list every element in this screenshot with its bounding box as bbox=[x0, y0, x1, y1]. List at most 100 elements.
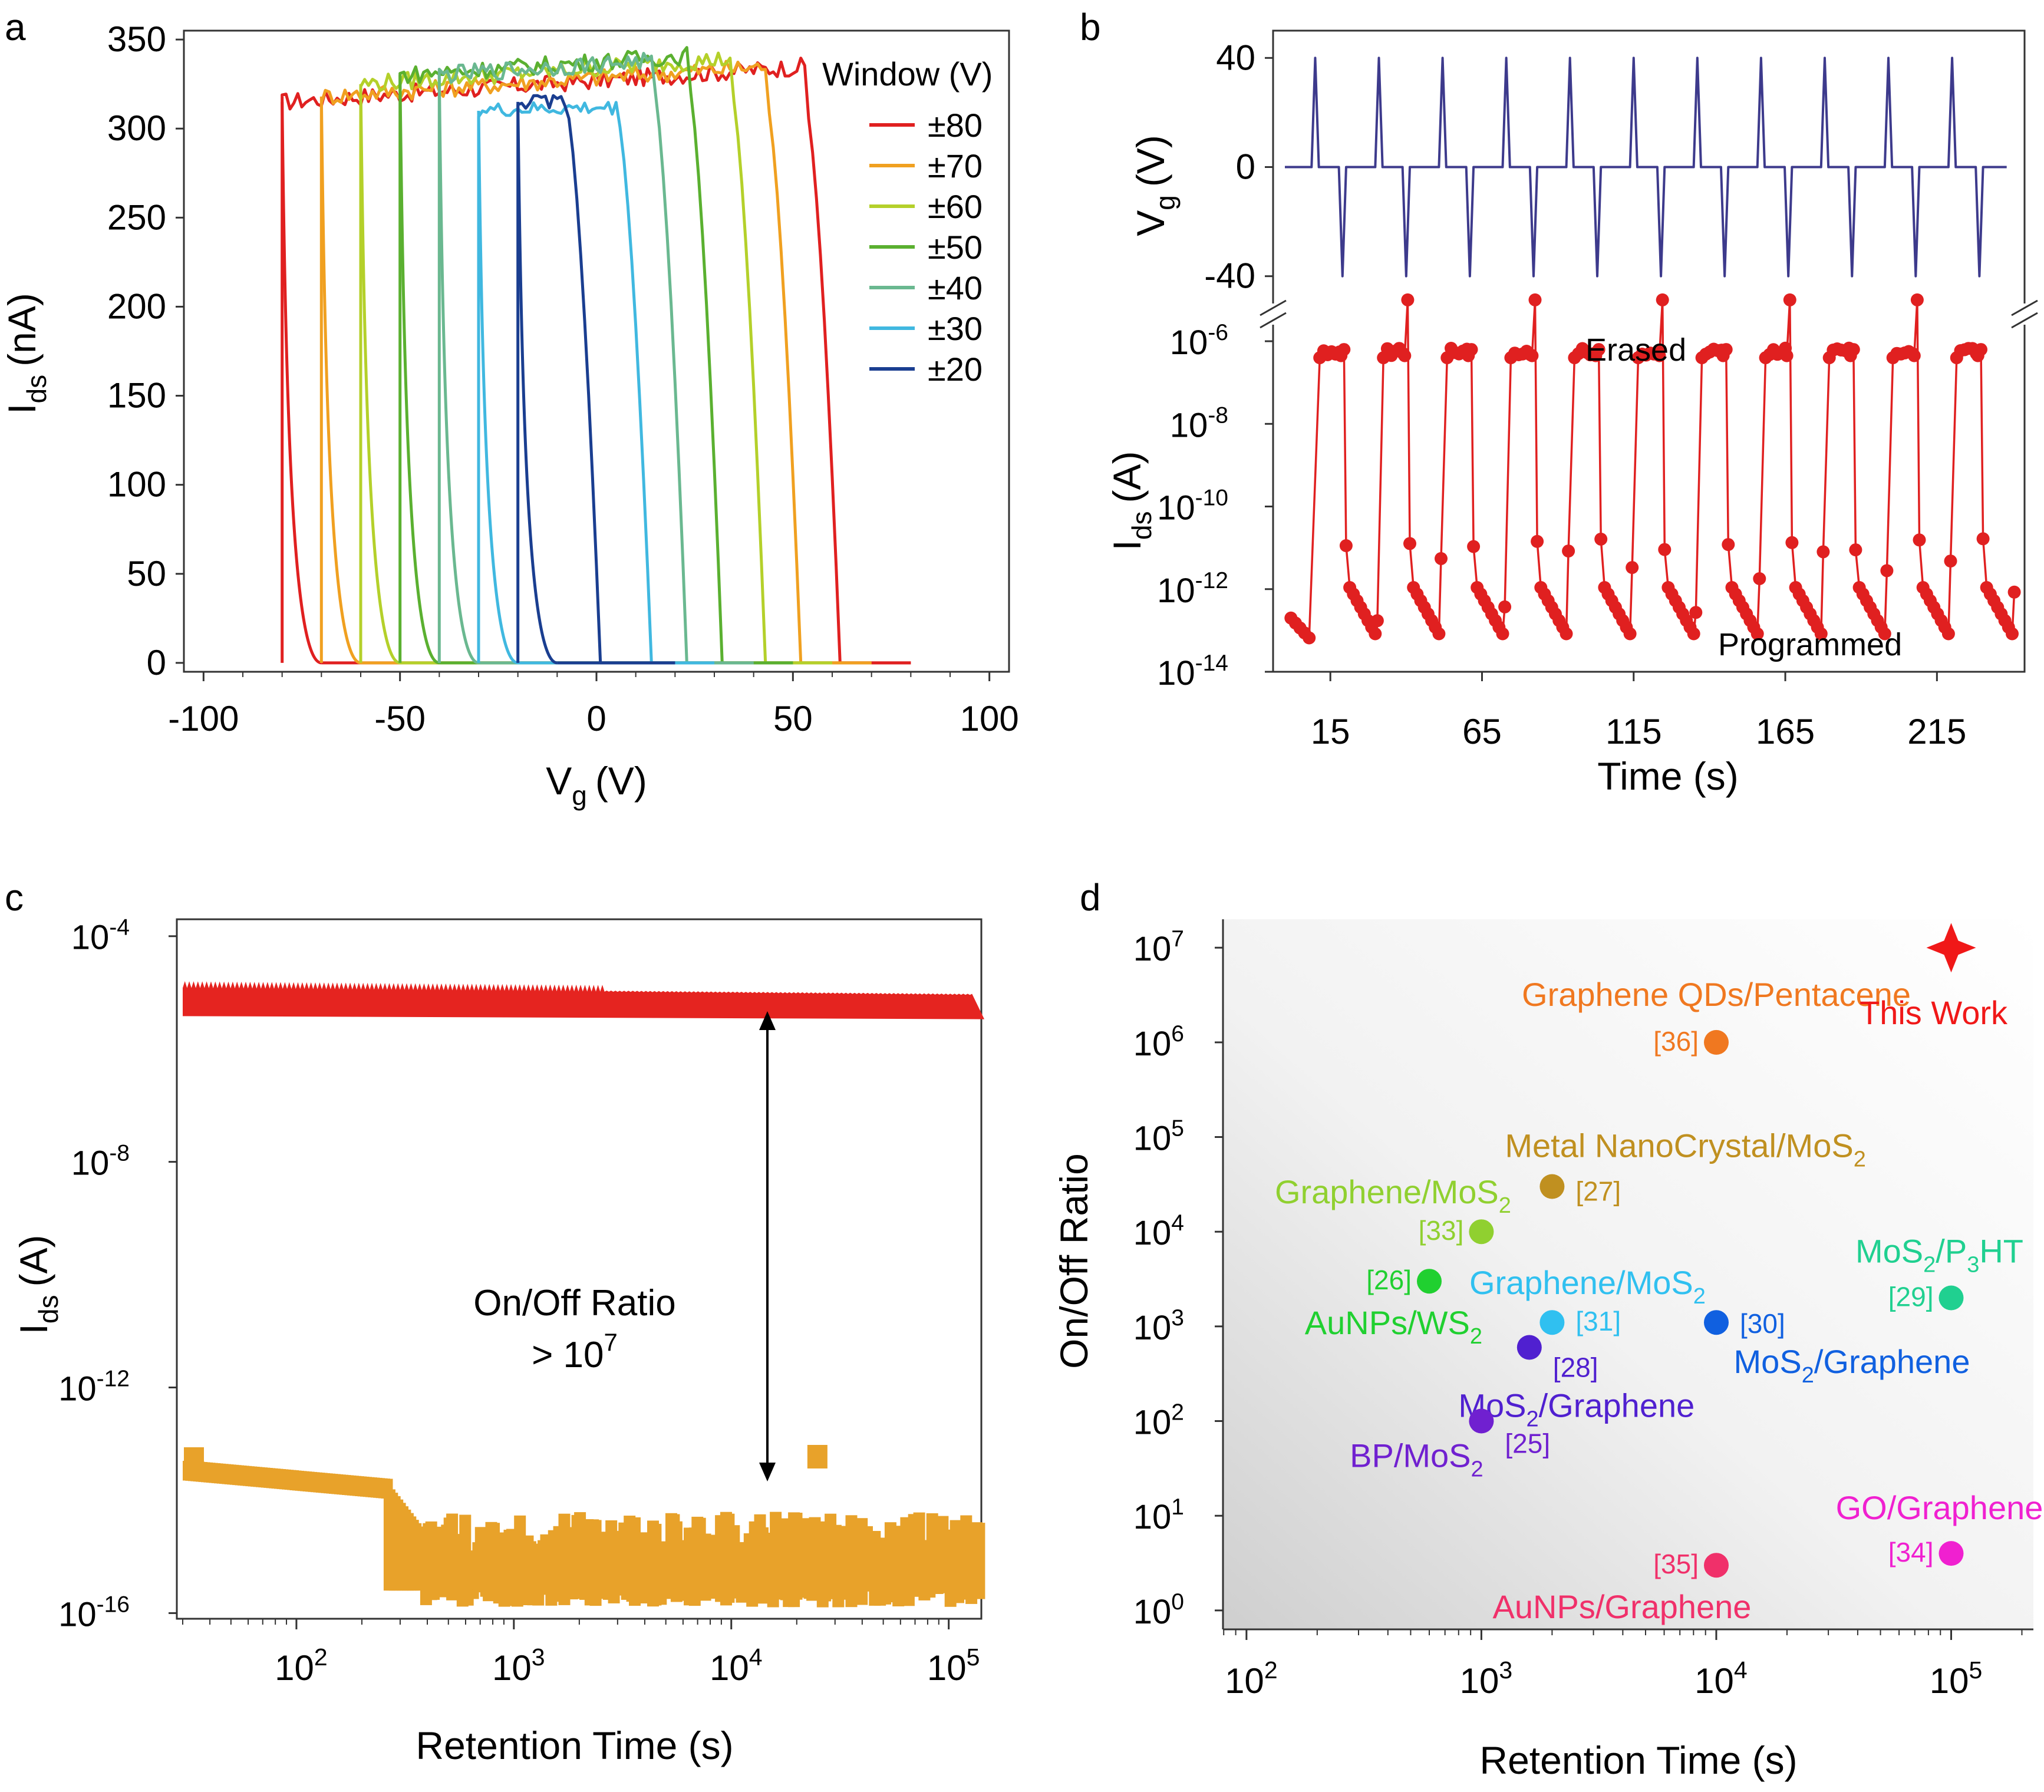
chart-b-ids-point bbox=[1653, 349, 1666, 362]
chart-b-ids-point bbox=[1303, 631, 1316, 645]
chart-b-top-ytick-label: 0 bbox=[1236, 147, 1255, 187]
chart-d-point-label: This Work bbox=[1860, 994, 2008, 1031]
chart-b-bottom-ytick-label: 10-12 bbox=[1157, 568, 1228, 610]
chart-c-series bbox=[183, 981, 985, 1608]
chart-d-point-label: Graphene QDs/Pentacene bbox=[1522, 976, 1911, 1013]
chart-d-xtick-label: 102 bbox=[1225, 1656, 1278, 1701]
chart-b-ids-point bbox=[1626, 561, 1639, 575]
chart-a-legend-label: ±50 bbox=[928, 229, 983, 266]
chart-b-ids-point bbox=[1719, 343, 1733, 357]
chart-c-off-state-marker bbox=[184, 1447, 204, 1468]
chart-d-point-ref: [33] bbox=[1419, 1215, 1464, 1246]
panel-label-b: b bbox=[1080, 6, 1101, 48]
chart-d-ytick-label: 103 bbox=[1133, 1305, 1184, 1347]
chart-c-xticks: 102 103 104 105 bbox=[182, 1619, 980, 1688]
chart-b-ids-point bbox=[1370, 614, 1384, 628]
chart-b-ids-point bbox=[1560, 627, 1573, 641]
chart-d-point bbox=[1539, 1174, 1565, 1199]
chart-b-ids-point bbox=[1525, 349, 1539, 362]
chart-d-point-ref: [36] bbox=[1653, 1026, 1699, 1057]
chart-b-ids-point bbox=[1562, 544, 1575, 558]
chart-c-ytick-label: 10-12 bbox=[58, 1367, 130, 1408]
chart-d-yticks: 100 101 102 103 104 105 106 107 bbox=[1133, 926, 1223, 1631]
chart-a-ytick-label: 350 bbox=[107, 19, 166, 59]
chart-c-ratio-arrowhead-bottom bbox=[759, 1463, 776, 1481]
chart-d-ytick-label: 102 bbox=[1133, 1400, 1184, 1442]
chart-a-xtick-label: -50 bbox=[374, 699, 426, 738]
chart-a-xticks: -100 -50 0 50 100 bbox=[168, 672, 1019, 738]
chart-a-series-rise-20 bbox=[516, 101, 558, 665]
chart-d-xlabel: Retention Time (s) bbox=[1479, 1738, 1797, 1782]
chart-d-ylabel: On/Off Ratio bbox=[1052, 1153, 1096, 1369]
chart-b-ids-point bbox=[1753, 572, 1766, 585]
chart-a-ytick-label: 50 bbox=[127, 554, 166, 593]
chart-b-ids-point bbox=[1816, 545, 1830, 559]
chart-d-point-label: MoS2/P3HT bbox=[1855, 1233, 2023, 1278]
chart-d-point bbox=[1417, 1269, 1442, 1294]
chart-a-ytick-label: 300 bbox=[107, 108, 166, 148]
chart-d-point bbox=[1704, 1553, 1729, 1578]
chart-a-ytick-label: 0 bbox=[147, 643, 166, 682]
chart-d-ytick-label: 104 bbox=[1133, 1210, 1184, 1252]
chart-b-bottom-ytick-label: 10-14 bbox=[1157, 651, 1228, 692]
chart-d-xtick-label: 104 bbox=[1694, 1656, 1748, 1701]
chart-d-point-ref: [35] bbox=[1653, 1549, 1699, 1579]
chart-b-drain-current bbox=[1284, 293, 2021, 645]
chart-b-annotation-erased: Erased bbox=[1585, 332, 1686, 368]
chart-d-xticks: 102 103 104 105 bbox=[1223, 1629, 2023, 1701]
chart-b-ids-point bbox=[1976, 532, 1990, 546]
chart-b: 40 0 -40 10-6 10-8 10-10 10-12 10-14 15 65 115 165… bbox=[1105, 29, 2039, 798]
chart-c-off-state-marker bbox=[807, 1445, 828, 1468]
chart-b-ids-point bbox=[1878, 627, 1891, 641]
chart-b-ids-point bbox=[1531, 534, 1544, 548]
chart-b-ids-point bbox=[1623, 627, 1637, 641]
chart-b-ids-point bbox=[1467, 540, 1481, 553]
chart-a-series-30 bbox=[477, 101, 714, 665]
chart-b-ids-point bbox=[1465, 343, 1478, 357]
chart-d-point-ref: [25] bbox=[1505, 1428, 1550, 1459]
chart-c-xlabel: Retention Time (s) bbox=[416, 1724, 733, 1767]
chart-c-xtick-label: 103 bbox=[492, 1644, 545, 1688]
chart-b-ids-point bbox=[1941, 627, 1955, 641]
chart-c-ytick-label: 10-8 bbox=[71, 1141, 130, 1183]
panel-label-d: d bbox=[1080, 876, 1101, 919]
chart-b-ids-point bbox=[1847, 343, 1860, 357]
chart-d-points: Graphene QDs/Pentacene [36] Metal NanoCrys… bbox=[1275, 923, 2043, 1625]
chart-b-break-mark-left-1 bbox=[1260, 299, 1287, 316]
chart-d-point-ref: [29] bbox=[1888, 1282, 1934, 1312]
chart-b-ids-point bbox=[1750, 627, 1764, 641]
chart-b-xticks: 15 65 115 165 215 bbox=[1311, 672, 1966, 751]
chart-a-legend: ±80±70 ±60 ±50±40 ±30 ±20 bbox=[869, 107, 983, 388]
chart-b-ids-point bbox=[1689, 606, 1703, 619]
chart-d-ytick-label: 106 bbox=[1133, 1021, 1184, 1063]
chart-d-point-ref: [28] bbox=[1553, 1352, 1598, 1383]
chart-b-bottom-ytick-label: 10-10 bbox=[1157, 486, 1228, 527]
chart-b-ids-point bbox=[1496, 627, 1509, 641]
chart-d-point bbox=[1938, 1285, 1964, 1311]
chart-d-point bbox=[1469, 1219, 1494, 1245]
chart-a-ytick-label: 200 bbox=[107, 286, 166, 326]
chart-a-series-rise-60 bbox=[359, 84, 401, 665]
chart-b-ids-point bbox=[1780, 349, 1794, 362]
chart-d-ytick-label: 107 bbox=[1133, 926, 1184, 968]
chart-c-ratio-arrowhead-top bbox=[759, 1011, 776, 1030]
chart-b-ids-point bbox=[1722, 538, 1735, 552]
chart-d-xtick-label: 105 bbox=[1930, 1656, 1983, 1701]
chart-d-point-label: Metal NanoCrystal/MoS2 bbox=[1505, 1127, 1865, 1172]
chart-b-ids-point bbox=[1910, 293, 1924, 306]
chart-a-xlabel: Vg (V) bbox=[546, 759, 647, 811]
chart-a-xtick-label: 50 bbox=[773, 699, 813, 738]
chart-d-ytick-label: 101 bbox=[1133, 1494, 1184, 1536]
chart-d-point-label: Graphene/MoS2 bbox=[1275, 1173, 1511, 1218]
chart-a-legend-title: Window (V) bbox=[822, 55, 993, 93]
chart-c-annotation-ratio: On/Off Ratio bbox=[473, 1283, 675, 1324]
chart-b-ids-point bbox=[1432, 627, 1446, 641]
chart-b-ids-point bbox=[1339, 539, 1353, 552]
chart-b-ids-point bbox=[1907, 349, 1921, 362]
chart-b-top-ytick-label: 40 bbox=[1216, 38, 1255, 77]
chart-b-ids-point bbox=[1656, 293, 1669, 306]
chart-b-gate-voltage bbox=[1285, 57, 2007, 278]
chart-d-point bbox=[1539, 1310, 1565, 1335]
chart-d-ytick-label: 100 bbox=[1133, 1589, 1184, 1631]
chart-c-yticks: 10-4 10-8 10-12 10-16 bbox=[58, 915, 177, 1633]
